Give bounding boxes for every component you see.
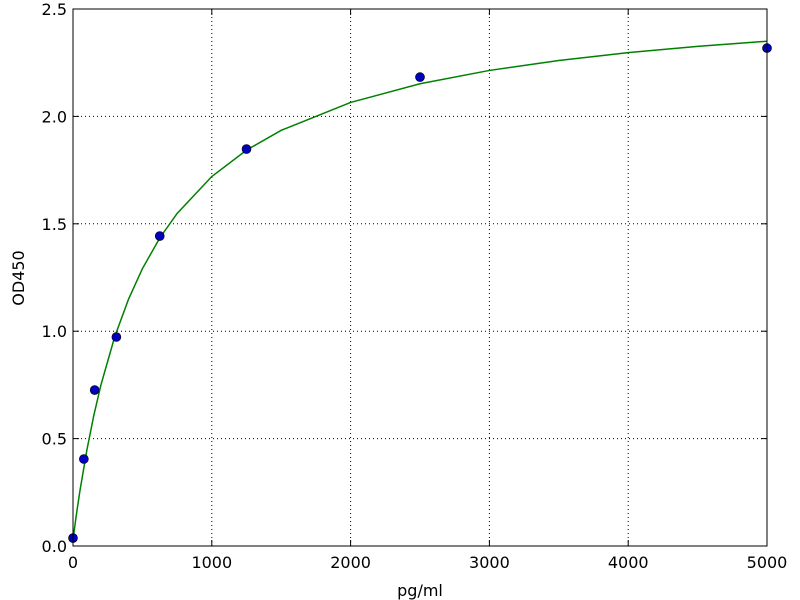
data-point — [241, 144, 252, 154]
y-axis-label: OD450 — [9, 250, 28, 305]
plot-frame — [72, 8, 768, 547]
y-tick-label: 2.5 — [42, 0, 67, 19]
data-point — [415, 72, 425, 82]
y-tick-label: 0.5 — [42, 430, 67, 449]
x-tick-label: 4000 — [608, 553, 649, 572]
x-tick-label: 5000 — [747, 553, 788, 572]
x-tick-label: 2000 — [330, 553, 371, 572]
y-tick-label: 1.0 — [42, 322, 67, 341]
x-axis-label: pg/ml — [397, 581, 443, 600]
data-point — [79, 454, 89, 464]
x-tick-label: 1000 — [191, 553, 232, 572]
x-tick-label: 0 — [68, 553, 78, 572]
data-point — [89, 385, 100, 395]
y-tick-label: 2.0 — [42, 107, 67, 126]
x-tick-label: 3000 — [469, 553, 510, 572]
y-tick-label: 1.5 — [42, 215, 67, 234]
data-point — [111, 332, 122, 342]
fit-curve — [72, 40, 768, 540]
data-point — [154, 231, 165, 241]
y-tick-label: 0.0 — [42, 537, 67, 556]
